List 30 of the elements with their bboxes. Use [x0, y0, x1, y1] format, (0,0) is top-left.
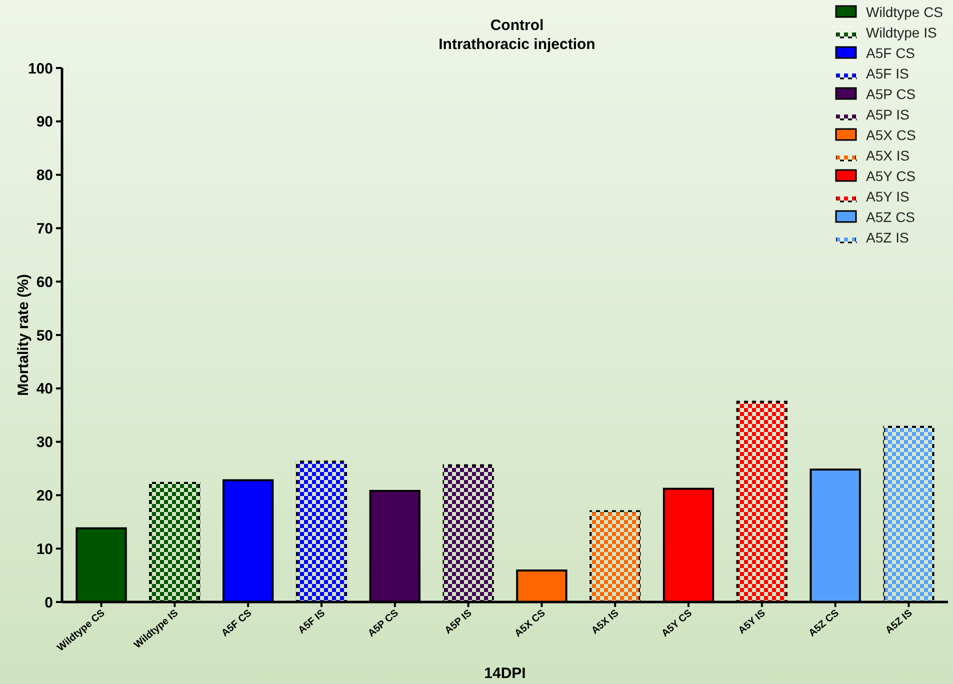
legend-label: Wildtype IS — [866, 24, 937, 40]
legend-label: A5F IS — [866, 65, 909, 82]
legend-label: A5Y CS — [866, 168, 916, 184]
legend-label: A5X CS — [866, 126, 916, 143]
legend-label: A5Z CS — [866, 208, 916, 225]
y-tick-label: 70 — [36, 220, 53, 238]
x-tick-label: A5P CS — [366, 608, 402, 640]
chart-title: Control — [490, 17, 544, 34]
y-tick-label: 60 — [36, 274, 53, 291]
legend-label: A5X IS — [866, 147, 910, 164]
y-axis-title: Mortality rate (%) — [15, 274, 32, 396]
y-tick-label: 80 — [36, 167, 53, 184]
legend-label: Wildtype CS — [866, 4, 944, 20]
y-tick-label: 20 — [36, 487, 53, 504]
x-tick-label: A5P IS — [443, 608, 474, 637]
legend-label: A5F CS — [866, 44, 916, 61]
y-tick-label: 40 — [36, 380, 53, 398]
y-tick-label: 50 — [36, 327, 53, 344]
x-axis-title: 14DPI — [484, 665, 526, 682]
y-tick-label: 10 — [36, 540, 53, 558]
legend-label: A5Z IS — [866, 229, 909, 246]
y-tick-label: 30 — [36, 434, 53, 452]
y-tick-label: 100 — [28, 60, 53, 78]
legend-label: A5P IS — [866, 106, 910, 122]
legend-label: A5Y IS — [866, 188, 910, 204]
chart-subtitle: Intrathoracic injection — [438, 36, 596, 53]
x-tick-label: A5Z IS — [884, 608, 915, 636]
legend-label: A5P CS — [866, 86, 916, 102]
y-tick-label: 90 — [36, 114, 53, 131]
y-tick-label: 0 — [44, 594, 53, 612]
